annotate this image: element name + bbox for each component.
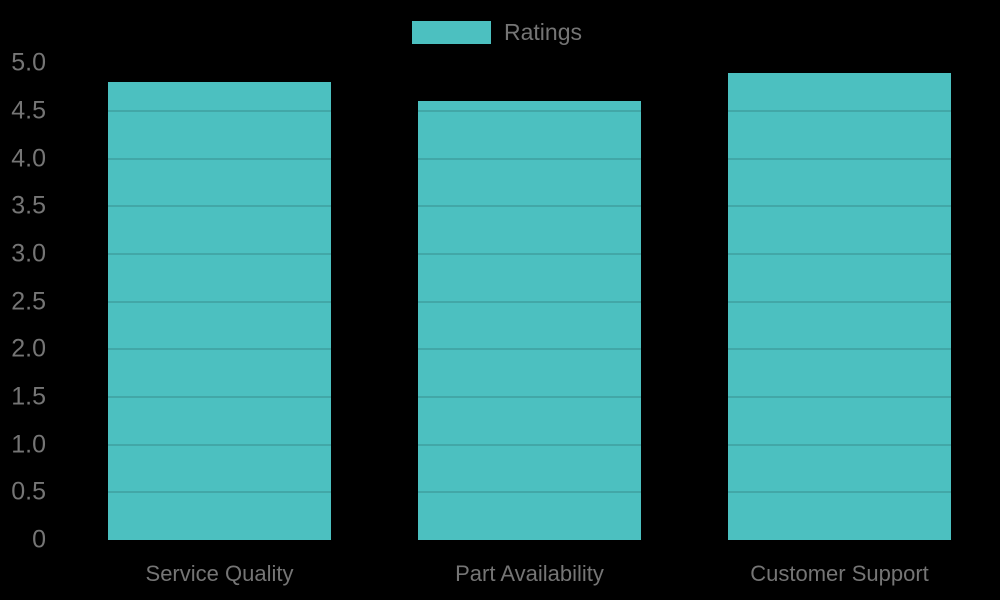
y-tick-label-4.5: 4.5 <box>11 96 46 125</box>
y-tick-label-3.5: 3.5 <box>11 191 46 220</box>
x-label-customer-support: Customer Support <box>750 561 929 586</box>
bar-customer-support[interactable] <box>728 72 951 540</box>
y-tick-label-5.0: 5.0 <box>11 48 46 77</box>
bar-part-availability[interactable] <box>418 101 641 540</box>
gridline-5.0 <box>55 62 985 65</box>
y-tick-label-2.5: 2.5 <box>11 287 46 316</box>
y-tick-label-0.5: 0.5 <box>11 477 46 506</box>
y-tick-label-0: 0 <box>32 525 46 554</box>
bar-service-quality[interactable] <box>108 82 331 540</box>
x-label-part-availability: Part Availability <box>455 561 604 586</box>
legend-swatch <box>412 21 491 44</box>
y-tick-label-1.5: 1.5 <box>11 382 46 411</box>
x-label-service-quality: Service Quality <box>145 561 294 586</box>
y-tick-label-3.0: 3.0 <box>11 239 46 268</box>
legend-label: Ratings <box>504 19 582 45</box>
y-tick-label-1.0: 1.0 <box>11 430 46 459</box>
y-tick-label-2.0: 2.0 <box>11 334 46 363</box>
legend-item-ratings[interactable]: Ratings <box>412 21 582 44</box>
y-tick-label-4.0: 4.0 <box>11 144 46 173</box>
